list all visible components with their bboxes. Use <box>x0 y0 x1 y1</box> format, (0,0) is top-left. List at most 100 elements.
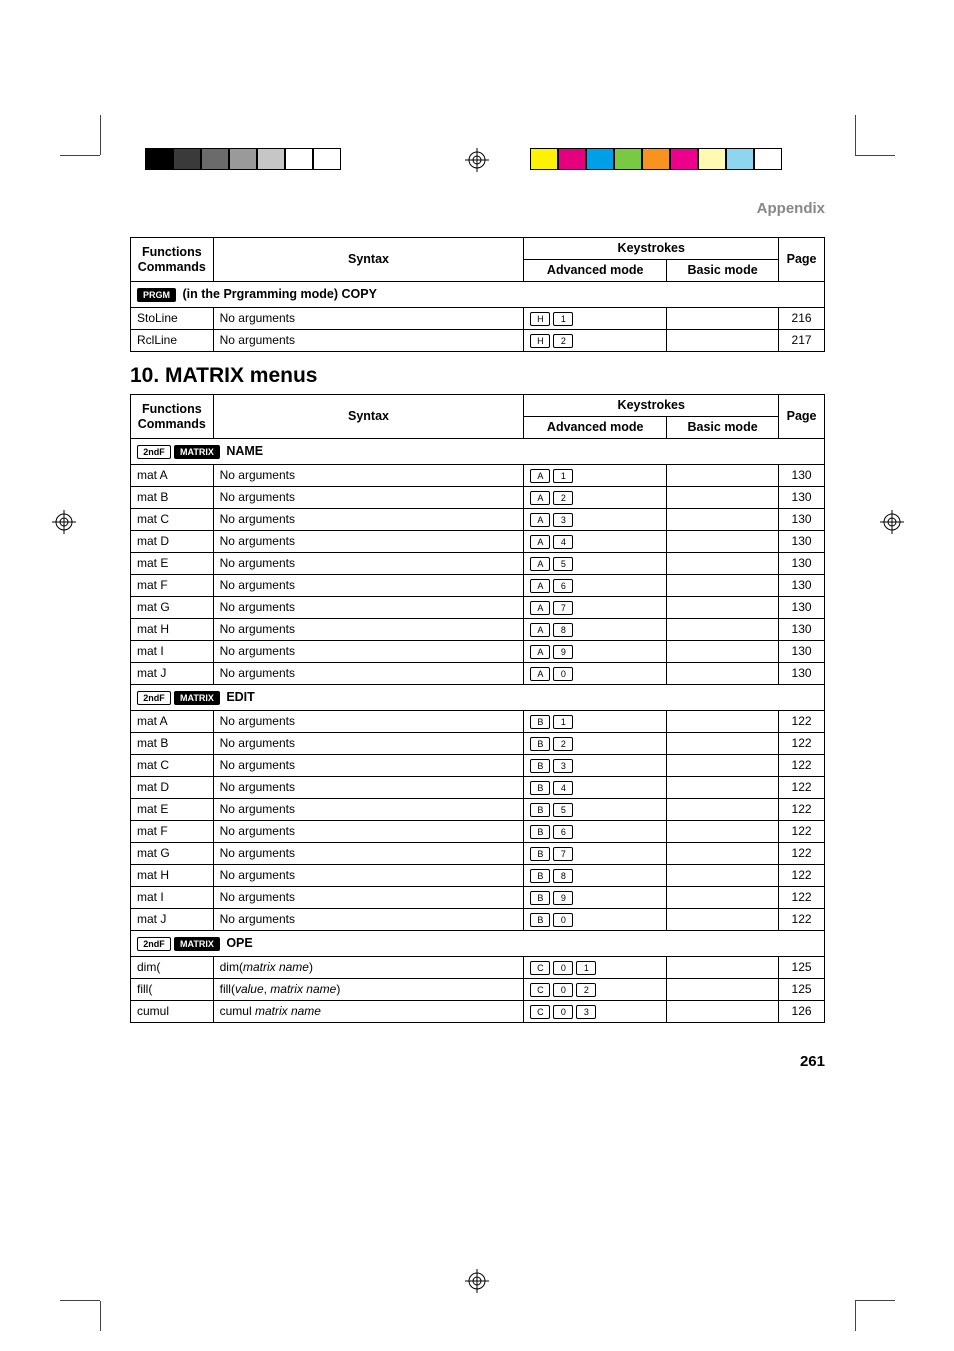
key-icon: A <box>530 645 550 659</box>
section-header: 2ndFMATRIX EDIT <box>131 685 825 711</box>
key-icon: 3 <box>553 513 573 527</box>
page-cell: 125 <box>779 957 825 979</box>
page-content: Appendix FunctionsCommands Syntax Keystr… <box>130 200 825 1035</box>
syntax-cell: No arguments <box>213 663 524 685</box>
syntax-cell: No arguments <box>213 308 524 330</box>
key-icon: B <box>530 847 550 861</box>
key-icon: 0 <box>553 667 573 681</box>
th-advanced: Advanced mode <box>524 417 667 439</box>
table-row: RclLineNo argumentsH2217 <box>131 330 825 352</box>
basic-cell <box>667 1001 779 1023</box>
table-row: mat HNo argumentsA8130 <box>131 619 825 641</box>
key-icon: C <box>530 1005 550 1019</box>
keys-cell: B3 <box>524 755 667 777</box>
key-icon: B <box>530 869 550 883</box>
cmd-cell: mat I <box>131 887 214 909</box>
th-basic: Basic mode <box>667 260 779 282</box>
page-cell: 126 <box>779 1001 825 1023</box>
key-icon: B <box>530 913 550 927</box>
cmd-cell: mat G <box>131 597 214 619</box>
page-cell: 122 <box>779 755 825 777</box>
table-row: StoLineNo argumentsH1216 <box>131 308 825 330</box>
key-icon: 7 <box>553 601 573 615</box>
basic-cell <box>667 843 779 865</box>
key-icon: B <box>530 891 550 905</box>
color-swatch <box>257 148 285 170</box>
matrix-menus-title: 10. MATRIX menus <box>130 364 825 388</box>
section-suffix: NAME <box>223 444 263 458</box>
basic-cell <box>667 957 779 979</box>
page-cell: 130 <box>779 553 825 575</box>
key-icon: 6 <box>553 579 573 593</box>
page-cell: 130 <box>779 531 825 553</box>
basic-cell <box>667 531 779 553</box>
key-icon: A <box>530 513 550 527</box>
key-icon: 9 <box>553 645 573 659</box>
table-row: mat BNo argumentsB2122 <box>131 733 825 755</box>
table-row: dim(dim(matrix name)C01125 <box>131 957 825 979</box>
syntax-cell: No arguments <box>213 733 524 755</box>
key-icon: H <box>530 312 550 326</box>
keys-cell: B6 <box>524 821 667 843</box>
th-functions: Functions <box>142 245 202 259</box>
syntax-cell: No arguments <box>213 777 524 799</box>
keys-cell: A5 <box>524 553 667 575</box>
color-swatch <box>698 148 726 170</box>
table-row: mat INo argumentsA9130 <box>131 641 825 663</box>
cmd-cell: dim( <box>131 957 214 979</box>
basic-cell <box>667 821 779 843</box>
syntax-cell: dim(matrix name) <box>213 957 524 979</box>
key-icon: 7 <box>553 847 573 861</box>
section-suffix: EDIT <box>223 690 255 704</box>
basic-cell <box>667 733 779 755</box>
key-icon: 3 <box>553 759 573 773</box>
table-row: mat JNo argumentsB0122 <box>131 909 825 931</box>
syntax-cell: fill(value, matrix name) <box>213 979 524 1001</box>
syntax-cell: No arguments <box>213 531 524 553</box>
table-row: mat JNo argumentsA0130 <box>131 663 825 685</box>
key-icon: B <box>530 759 550 773</box>
cmd-cell: mat H <box>131 865 214 887</box>
th-commands: Commands <box>138 260 206 274</box>
table-row: mat ENo argumentsB5122 <box>131 799 825 821</box>
key-icon: H <box>530 334 550 348</box>
key-icon: 2 <box>553 491 573 505</box>
syntax-cell: No arguments <box>213 597 524 619</box>
color-swatch <box>530 148 558 170</box>
syntax-cell: No arguments <box>213 711 524 733</box>
table-row: mat DNo argumentsB4122 <box>131 777 825 799</box>
basic-cell <box>667 597 779 619</box>
print-marks-top <box>0 0 954 175</box>
basic-cell <box>667 799 779 821</box>
keys-cell: A6 <box>524 575 667 597</box>
th-keystrokes: Keystrokes <box>524 238 779 260</box>
color-bar-right <box>530 148 782 170</box>
cmd-cell: mat F <box>131 821 214 843</box>
keys-cell: H1 <box>524 308 667 330</box>
key-icon: 0 <box>553 983 573 997</box>
syntax-cell: No arguments <box>213 755 524 777</box>
cmd-cell: mat E <box>131 799 214 821</box>
th-syntax: Syntax <box>213 395 524 439</box>
keys-cell: A7 <box>524 597 667 619</box>
page-cell: 122 <box>779 865 825 887</box>
key-icon: B <box>530 737 550 751</box>
page-cell: 122 <box>779 909 825 931</box>
key-icon: A <box>530 557 550 571</box>
key-icon: MATRIX <box>174 445 220 459</box>
color-bar-left <box>145 148 341 170</box>
cmd-cell: mat B <box>131 487 214 509</box>
table-row: mat GNo argumentsA7130 <box>131 597 825 619</box>
keys-cell: A8 <box>524 619 667 641</box>
key-icon: MATRIX <box>174 937 220 951</box>
appendix-label: Appendix <box>130 200 825 217</box>
key-icon: C <box>530 961 550 975</box>
syntax-cell: No arguments <box>213 821 524 843</box>
cmd-cell: RclLine <box>131 330 214 352</box>
syntax-cell: No arguments <box>213 330 524 352</box>
syntax-cell: No arguments <box>213 641 524 663</box>
keys-cell: A4 <box>524 531 667 553</box>
basic-cell <box>667 663 779 685</box>
basic-cell <box>667 553 779 575</box>
key-icon: C <box>530 983 550 997</box>
